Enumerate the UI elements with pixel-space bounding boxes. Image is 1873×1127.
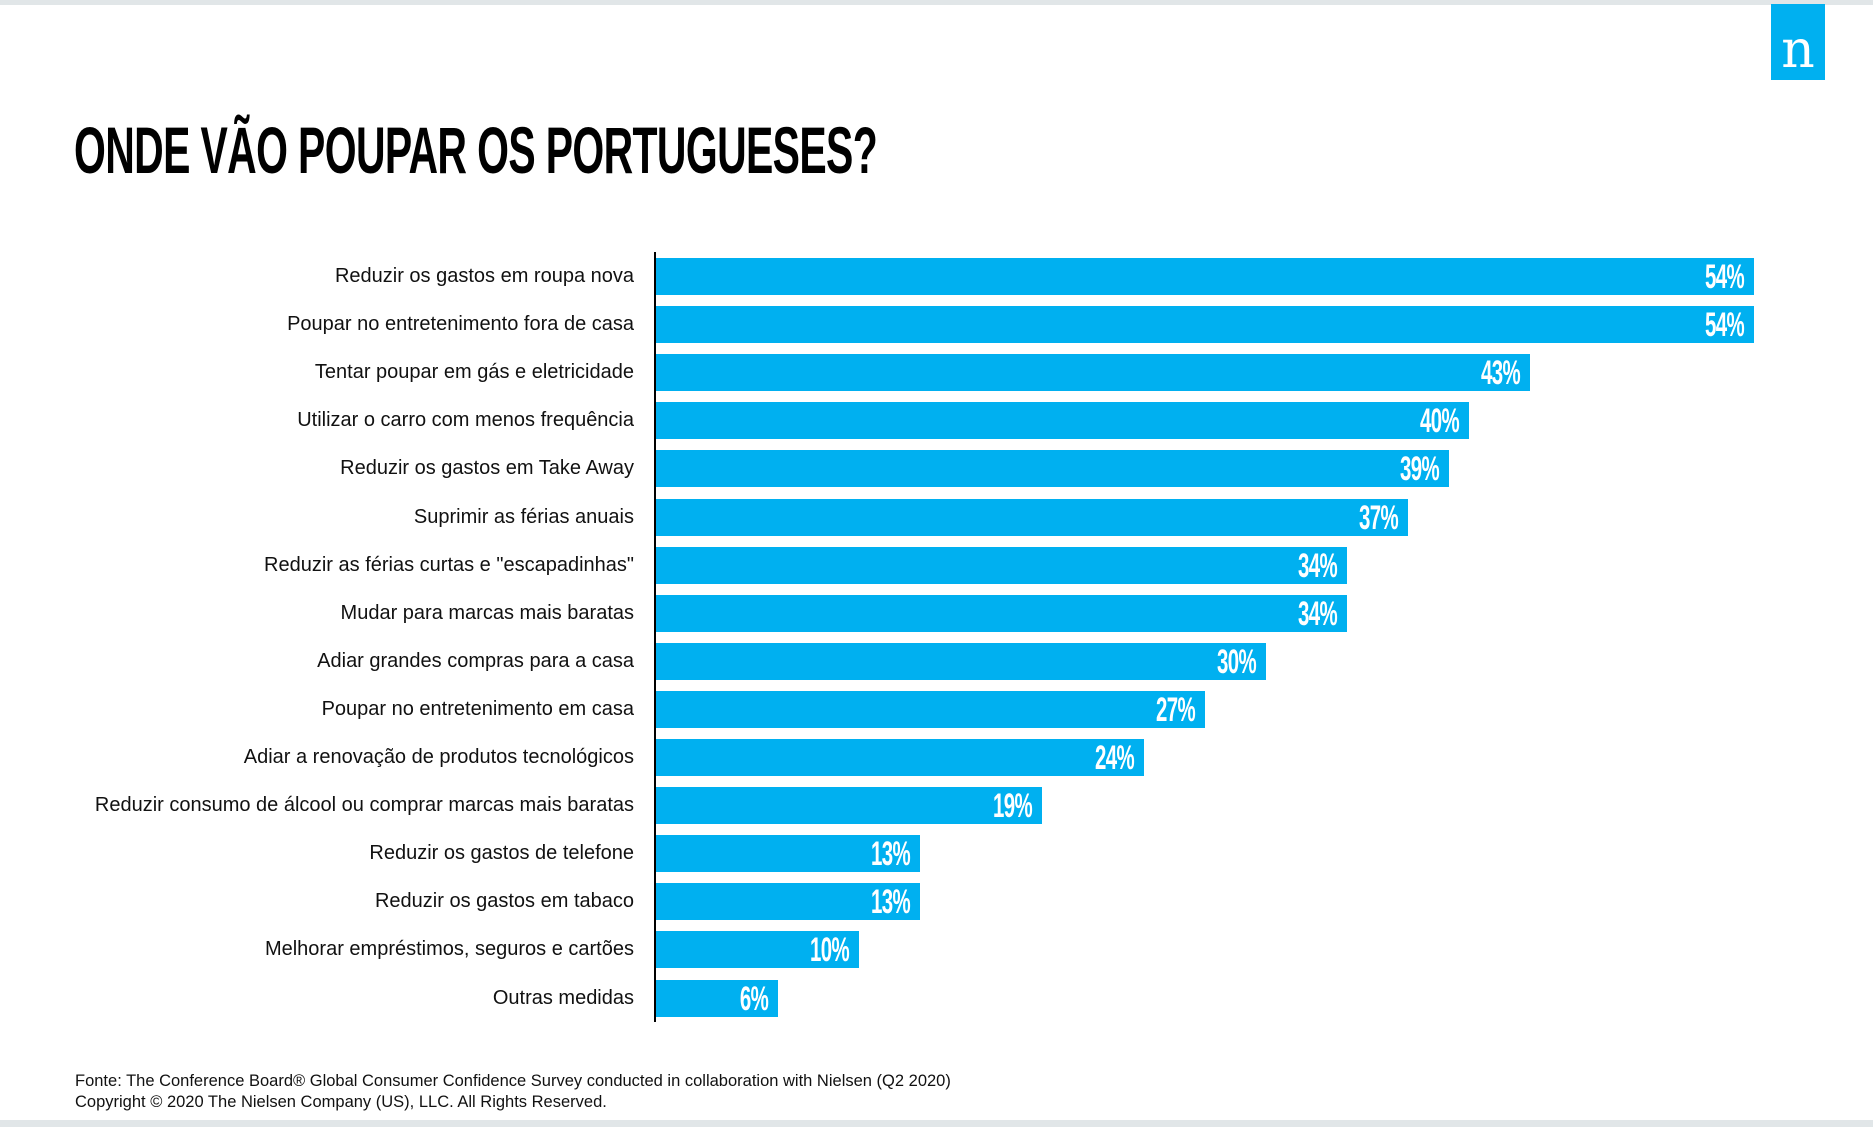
category-label: Adiar grandes compras para a casa bbox=[317, 649, 634, 672]
bar: 19% bbox=[656, 787, 1043, 826]
data-label: 19% bbox=[993, 787, 1033, 826]
bottom-divider bbox=[0, 1120, 1873, 1127]
data-label: 10% bbox=[810, 931, 850, 970]
category-label: Reduzir os gastos de telefone bbox=[369, 842, 634, 865]
data-label: 37% bbox=[1359, 498, 1399, 537]
bar: 34% bbox=[656, 594, 1348, 633]
data-label: 24% bbox=[1094, 739, 1135, 777]
chart-title: ONDE VÃO POUPAR OS PORTUGUESES? bbox=[74, 113, 878, 187]
nielsen-logo: n bbox=[1771, 4, 1825, 80]
bar: 54% bbox=[656, 306, 1754, 345]
data-label: 6% bbox=[739, 979, 769, 1018]
category-label: Outras medidas bbox=[492, 986, 634, 1009]
category-label: Reduzir os gastos em Take Away bbox=[340, 457, 634, 480]
bar: 6% bbox=[656, 979, 778, 1018]
category-label: Mudar para marcas mais baratas bbox=[340, 601, 634, 624]
data-label: 13% bbox=[871, 835, 911, 874]
bar: 13% bbox=[656, 883, 921, 922]
category-label: Reduzir os gastos em roupa nova bbox=[334, 265, 634, 287]
bar: 37% bbox=[656, 498, 1409, 537]
category-label: Poupar no entretenimento fora de casa bbox=[287, 313, 634, 336]
category-label: Tentar poupar em gás e eletricidade bbox=[314, 361, 634, 384]
bar: 10% bbox=[656, 931, 860, 970]
bar: 39% bbox=[656, 450, 1449, 489]
bar: 40% bbox=[656, 402, 1470, 441]
category-label: Melhorar empréstimos, seguros e cartões bbox=[264, 938, 634, 961]
data-label: 40% bbox=[1420, 402, 1460, 441]
data-label: 13% bbox=[871, 883, 911, 922]
data-label: 30% bbox=[1216, 642, 1257, 681]
bar: 54% bbox=[656, 258, 1754, 296]
category-label: Suprimir as férias anuais bbox=[413, 505, 634, 528]
category-label: Reduzir as férias curtas e "escapadinhas… bbox=[264, 553, 634, 576]
bar: 24% bbox=[656, 739, 1144, 777]
copyright-note: Copyright © 2020 The Nielsen Company (US… bbox=[75, 1093, 607, 1111]
top-divider bbox=[0, 0, 1873, 5]
bar: 30% bbox=[656, 642, 1266, 681]
data-label: 34% bbox=[1298, 594, 1338, 633]
logo-letter: n bbox=[1781, 20, 1815, 80]
data-label: 39% bbox=[1399, 450, 1440, 489]
category-label: Poupar no entretenimento em casa bbox=[321, 697, 634, 720]
bar: 27% bbox=[656, 690, 1205, 729]
category-label: Adiar a renovação de produtos tecnológic… bbox=[243, 746, 634, 768]
data-label: 34% bbox=[1298, 546, 1338, 585]
bar: 34% bbox=[656, 546, 1348, 585]
category-label: Utilizar o carro com menos frequência bbox=[297, 409, 634, 432]
category-label: Reduzir consumo de álcool ou comprar mar… bbox=[94, 794, 634, 817]
data-label: 43% bbox=[1481, 354, 1521, 393]
category-label: Reduzir os gastos em tabaco bbox=[374, 890, 634, 913]
bar: 13% bbox=[656, 835, 921, 874]
data-label: 27% bbox=[1155, 690, 1196, 729]
data-label: 54% bbox=[1704, 306, 1745, 345]
data-label: 54% bbox=[1704, 258, 1745, 296]
y-axis-line bbox=[654, 252, 656, 1022]
source-note: Fonte: The Conference Board® Global Cons… bbox=[75, 1072, 951, 1090]
bar: 43% bbox=[656, 354, 1531, 393]
